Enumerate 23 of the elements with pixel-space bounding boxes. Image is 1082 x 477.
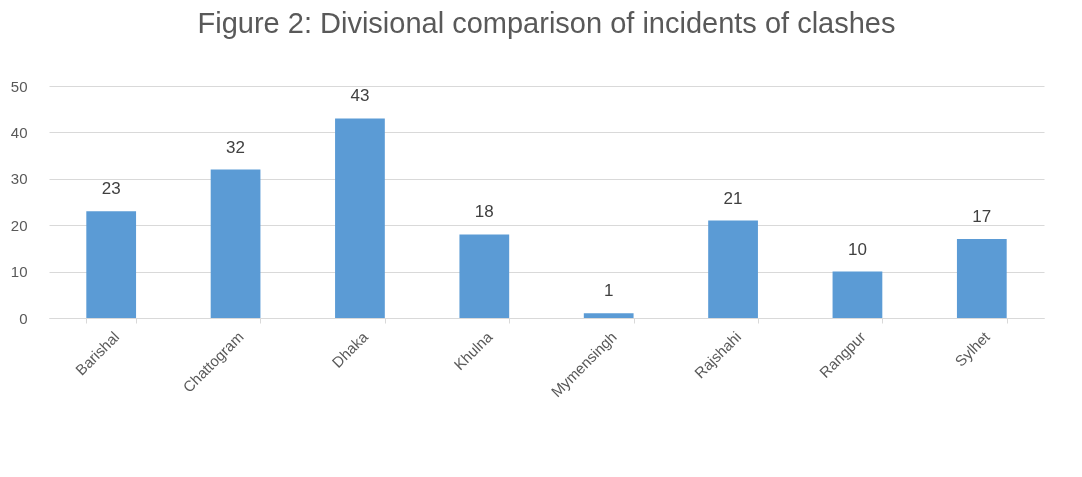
data-label: 23 — [101, 179, 121, 199]
y-tick-label: 0 — [19, 309, 28, 327]
bar — [708, 220, 758, 318]
data-label: 32 — [226, 137, 246, 157]
data-label: 17 — [972, 207, 992, 227]
bar — [335, 118, 385, 318]
data-label: 1 — [603, 281, 614, 301]
data-label: 21 — [723, 188, 743, 208]
bar — [210, 169, 261, 318]
y-tick-label: 20 — [10, 216, 28, 234]
data-label: 43 — [350, 86, 370, 106]
data-label: 10 — [847, 239, 867, 259]
data-label: 18 — [474, 202, 494, 222]
y-tick-label: 50 — [10, 77, 28, 95]
bar — [956, 239, 1007, 318]
y-tick-label: 10 — [10, 263, 28, 281]
bar — [459, 234, 510, 318]
chart-title: Figure 2: Divisional comparison of incidents of clashes — [197, 7, 896, 39]
bar — [832, 271, 883, 318]
y-tick-label: 40 — [10, 123, 28, 141]
y-tick-label: 30 — [10, 170, 28, 188]
bar — [583, 313, 634, 318]
bar — [86, 211, 137, 318]
